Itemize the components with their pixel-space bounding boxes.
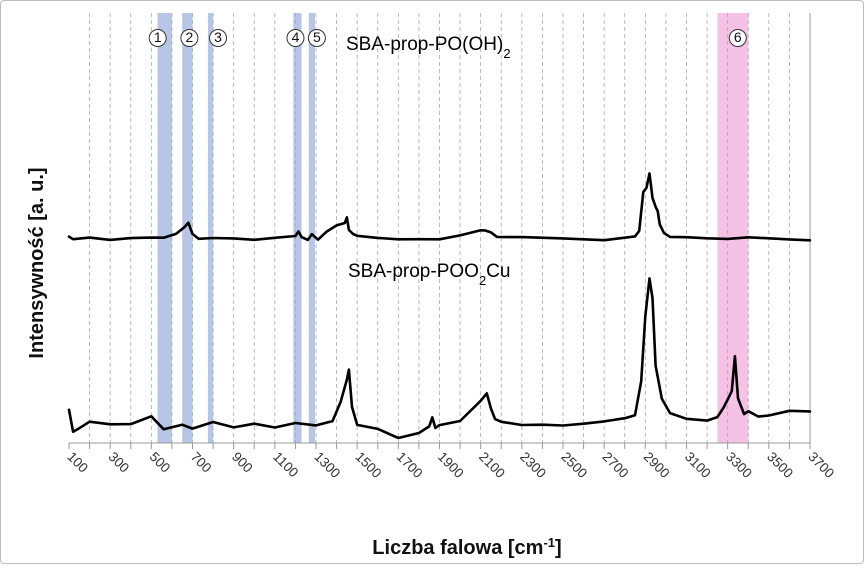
band-marker-circle: [307, 29, 326, 47]
band-marker-2: 2: [180, 29, 199, 47]
x-tick-label: 3100: [682, 449, 714, 481]
x-tick-label: 2500: [558, 449, 590, 481]
band-marker-label: 4: [292, 29, 300, 45]
y-axis-label: Intensywność [a. u.]: [26, 167, 48, 358]
band-marker-6: 6: [728, 29, 747, 47]
x-tick-label: 1700: [394, 449, 426, 481]
band-marker-label: 1: [154, 29, 162, 45]
band-1: [157, 13, 172, 443]
series-label-sba-prop-po-oh2: SBA-prop-PO(OH)2: [346, 34, 511, 61]
x-tick-label: 1900: [435, 449, 467, 481]
x-tick-label: 100: [64, 449, 91, 476]
x-tick-label: 2700: [600, 449, 632, 481]
band-marker-label: 6: [734, 29, 742, 45]
x-tick-label: 3700: [805, 449, 837, 481]
grid-layer: [89, 13, 811, 443]
x-tick-label: 300: [106, 449, 133, 476]
band-5: [308, 13, 315, 443]
band-marker-3: 3: [209, 29, 228, 47]
x-tick-label: 3500: [764, 449, 796, 481]
x-tick-label: 500: [147, 449, 174, 476]
band-marker-circle: [209, 29, 228, 47]
x-tick-label: 1500: [353, 449, 385, 481]
series-layer: [67, 172, 812, 440]
series-line-1: [67, 172, 812, 242]
series-line-0: [67, 277, 812, 440]
x-tick-label: 1300: [311, 449, 343, 481]
band-marker-label: 2: [185, 29, 193, 45]
x-axis-label: Liczba falowa [cm-1]: [372, 535, 561, 560]
band-marker-label: 3: [214, 29, 222, 45]
x-tick-label: 900: [229, 449, 256, 476]
band-marker-circle: [286, 29, 305, 47]
x-tick-label: 2100: [476, 449, 508, 481]
band-marker-1: 1: [148, 29, 167, 47]
band-3: [207, 13, 214, 443]
band-marker-circle: [180, 29, 199, 47]
x-tick-label: 2900: [641, 449, 673, 481]
band-marker-circle: [148, 29, 167, 47]
band-4: [293, 13, 302, 443]
x-tick-label: 3300: [723, 449, 755, 481]
band-marker-4: 4: [286, 29, 305, 47]
x-tick-label: 2300: [517, 449, 549, 481]
series-label-sba-prop-poo2cu: SBA-prop-POO2Cu: [348, 261, 510, 288]
x-tick-label: 700: [188, 449, 215, 476]
band-2: [182, 13, 193, 443]
x-tick-label: 1100: [270, 449, 301, 480]
band-marker-5: 5: [307, 29, 326, 47]
band-marker-circle: [728, 29, 747, 47]
band-layer: [157, 13, 749, 443]
band-marker-label: 5: [313, 29, 321, 45]
